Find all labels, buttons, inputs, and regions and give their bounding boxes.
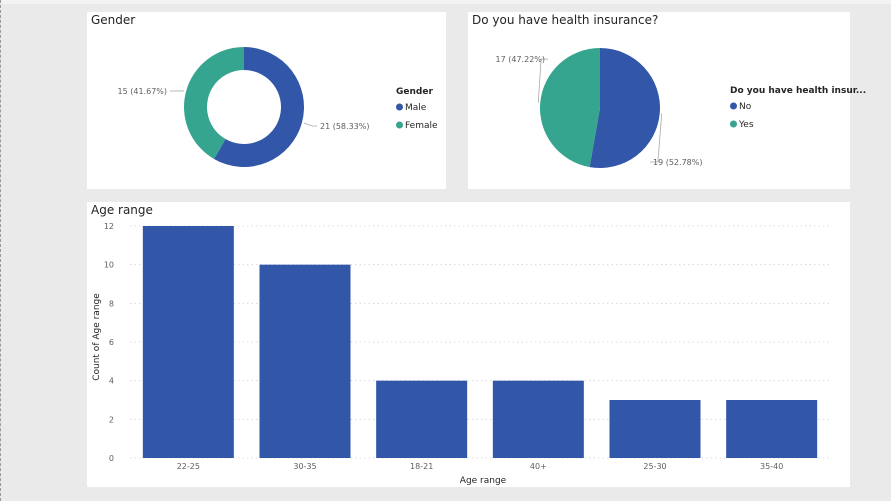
legend-item-female[interactable]: Female [405, 121, 438, 131]
bar-30-35[interactable] [259, 264, 351, 458]
bar-22-25[interactable] [142, 226, 234, 458]
pie-leader-line [650, 113, 663, 163]
legend-item-yes[interactable]: Yes [738, 120, 754, 130]
legend-marker-yes [730, 120, 737, 128]
insurance-chart-card[interactable]: Do you have health insurance? 19 (52.78%… [468, 12, 866, 189]
y-tick-label: 8 [109, 299, 114, 308]
y-tick-label: 4 [109, 377, 114, 386]
x-axis-title: Age range [460, 476, 507, 486]
pie-slice-female[interactable] [184, 47, 244, 159]
pie-leader-line [537, 58, 548, 103]
bar-25-30[interactable] [609, 400, 701, 458]
age-range-chart-card[interactable]: Age range 0 2 4 6 8 10 12 22-25 30-35 18-21 40+ 25-… [87, 202, 850, 487]
x-tick-label: 25-30 [643, 462, 666, 471]
x-tick-label: 22-25 [177, 462, 200, 471]
pie-slice-no[interactable] [589, 48, 660, 168]
y-tick-label: 0 [109, 454, 114, 463]
legend-title: Gender [396, 87, 433, 97]
pie-data-label: 17 (47.22%) [496, 55, 545, 64]
gender-chart-title: Gender [91, 13, 136, 27]
canvas-left-border [0, 0, 1, 501]
legend-marker-no [730, 102, 737, 110]
y-tick-label: 12 [104, 222, 114, 231]
insurance-pie-chart: 19 (52.78%) 17 (47.22%) Do you have health… [496, 48, 866, 168]
age-range-chart-title: Age range [91, 203, 153, 217]
legend-item-male[interactable]: Male [405, 103, 427, 113]
gender-chart-card[interactable]: Gender 21 (58.33%) 15 (41.67%) Gender Male F… [87, 12, 446, 189]
legend-item-no[interactable]: No [739, 102, 752, 112]
pie-data-label: 19 (52.78%) [653, 158, 702, 167]
bar-35-40[interactable] [726, 400, 818, 458]
y-tick-label: 10 [104, 261, 114, 270]
top-strip [0, 0, 891, 4]
bar-18-21[interactable] [376, 380, 468, 458]
x-tick-label: 40+ [530, 462, 547, 471]
y-tick-label: 6 [109, 338, 114, 347]
gender-donut-chart: 21 (58.33%) 15 (41.67%) Gender Male Female [118, 47, 438, 167]
pie-data-label: 21 (58.33%) [320, 122, 369, 131]
bar-40+[interactable] [492, 380, 584, 458]
legend-title: Do you have health insur... [730, 86, 866, 96]
age-range-bar-chart: 0 2 4 6 8 10 12 22-25 30-35 18-21 40+ 25-30 35-40 Age… [92, 222, 830, 486]
legend-marker-female [396, 121, 403, 129]
x-tick-label: 30-35 [293, 462, 316, 471]
pie-slice-yes[interactable] [540, 48, 600, 168]
insurance-chart-title: Do you have health insurance? [472, 13, 659, 27]
y-tick-label: 2 [109, 415, 114, 424]
legend-marker-male [396, 103, 403, 111]
pie-slice-male[interactable] [214, 47, 305, 167]
pie-leader-line [303, 122, 317, 127]
pie-data-label: 15 (41.67%) [118, 87, 167, 96]
x-tick-label: 18-21 [410, 462, 433, 471]
y-axis-title: Count of Age range [92, 293, 102, 381]
x-tick-label: 35-40 [760, 462, 783, 471]
